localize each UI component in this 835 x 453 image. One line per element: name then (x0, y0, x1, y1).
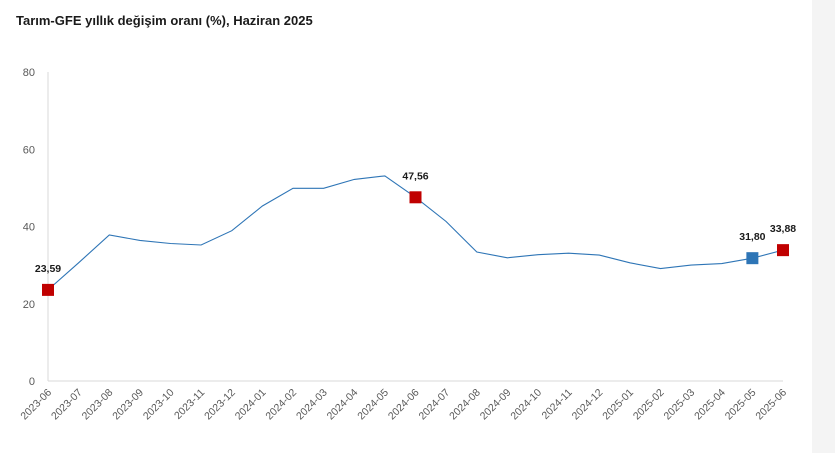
x-tick-label: 2024-07 (417, 387, 453, 423)
data-point-marker (746, 252, 759, 265)
x-tick-label: 2023-08 (80, 387, 116, 423)
x-tick-label: 2024-02 (263, 387, 299, 423)
x-tick-label: 2024-12 (570, 387, 606, 423)
x-tick-label: 2023-11 (172, 387, 207, 422)
x-tick-label: 2025-01 (600, 387, 636, 423)
x-tick-label: 2024-10 (508, 387, 544, 423)
x-tick-label: 2024-04 (325, 387, 361, 423)
chart-title: Tarım-GFE yıllık değişim oranı (%), Hazi… (16, 13, 313, 28)
x-tick-label: 2023-12 (202, 387, 238, 423)
x-tick-label: 2023-07 (49, 387, 85, 423)
data-point-marker (42, 283, 54, 296)
x-tick-label: 2023-06 (18, 387, 54, 423)
x-tick-label: 2025-04 (692, 387, 728, 423)
x-tick-label: 2024-11 (540, 387, 575, 422)
x-tick-label: 2023-09 (110, 387, 146, 423)
x-tick-label: 2025-03 (662, 387, 698, 423)
y-tick-label: 80 (23, 67, 35, 79)
x-tick-label: 2024-09 (478, 387, 514, 423)
x-tick-label: 2024-03 (294, 387, 330, 423)
x-tick-label: 2025-06 (753, 387, 789, 423)
y-tick-label: 0 (29, 376, 35, 388)
data-point-marker (777, 244, 789, 257)
x-tick-label: 2024-08 (447, 387, 483, 423)
data-label: 23,59 (35, 263, 61, 275)
x-tick-label: 2024-01 (233, 387, 269, 423)
y-tick-label: 40 (23, 222, 35, 234)
data-label: 47,56 (402, 170, 428, 182)
right-edge-strip (812, 0, 835, 453)
data-label: 33,88 (770, 223, 796, 235)
y-tick-label: 60 (23, 144, 35, 156)
data-point-marker (409, 191, 422, 204)
data-label: 31,80 (739, 231, 765, 243)
x-tick-label: 2024-05 (355, 387, 391, 423)
x-tick-label: 2023-10 (141, 387, 177, 423)
y-tick-label: 20 (23, 299, 35, 311)
x-tick-label: 2025-05 (723, 387, 759, 423)
x-tick-label: 2024-06 (386, 387, 422, 423)
x-tick-label: 2025-02 (631, 387, 667, 423)
